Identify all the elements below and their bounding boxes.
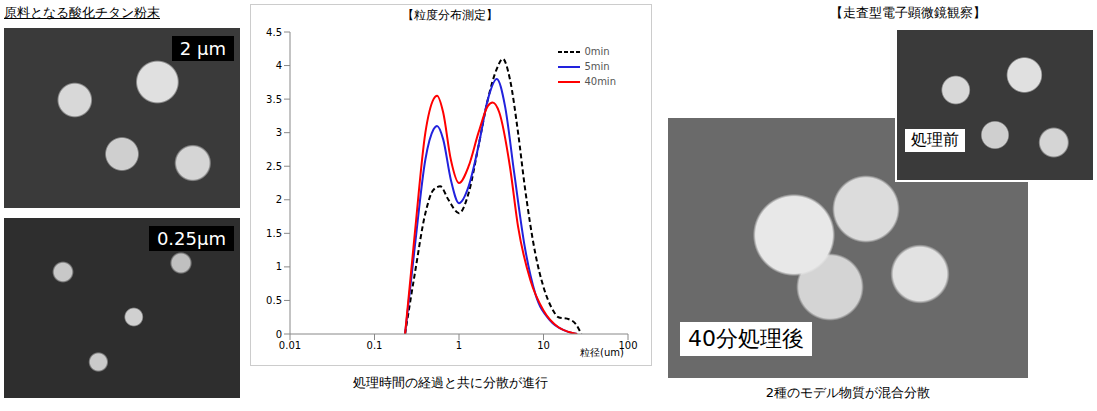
svg-text:1: 1 <box>456 340 462 351</box>
html-text:5min: 5min <box>584 61 610 72</box>
svg-text:2: 2 <box>276 194 282 205</box>
svg-text:4: 4 <box>276 60 282 71</box>
html-text:0min: 0min <box>584 46 610 57</box>
svg-text:100: 100 <box>618 340 638 352</box>
html-text:40min: 40min <box>584 76 616 87</box>
html-text:【走査型電子顕微鏡観察】: 【走査型電子顕微鏡観察】 <box>830 5 986 20</box>
html-text:2種のモデル物質が混合分散: 2種のモデル物質が混合分散 <box>765 385 931 400</box>
html-text:2 μm: 2 μm <box>179 38 226 59</box>
html-text:40分処理後: 40分処理後 <box>688 326 804 351</box>
html-text:【粒度分布測定】: 【粒度分布測定】 <box>402 8 498 22</box>
svg-text:3.5: 3.5 <box>266 94 282 105</box>
svg-text:4.5: 4.5 <box>266 27 282 38</box>
svg-text:0: 0 <box>276 329 282 340</box>
svg-text:2.5: 2.5 <box>266 161 282 172</box>
svg-text:1.5: 1.5 <box>266 228 282 239</box>
svg-text:10: 10 <box>537 340 550 351</box>
html-text:処理前: 処理前 <box>911 130 959 149</box>
svg-text:0.01: 0.01 <box>279 340 301 351</box>
html-text:0.25μm: 0.25μm <box>156 228 226 249</box>
html-text:原料となる酸化チタン粉末: 原料となる酸化チタン粉末 <box>4 5 160 20</box>
svg-text:1: 1 <box>276 261 282 272</box>
html-text:処理時間の経過と共に分散が進行: 処理時間の経過と共に分散が進行 <box>352 375 548 390</box>
svg-text:粒径(um): 粒径(um) <box>580 347 624 358</box>
svg-text:0.5: 0.5 <box>266 295 282 306</box>
svg-text:3: 3 <box>276 127 282 138</box>
svg-text:0.1: 0.1 <box>367 340 383 351</box>
